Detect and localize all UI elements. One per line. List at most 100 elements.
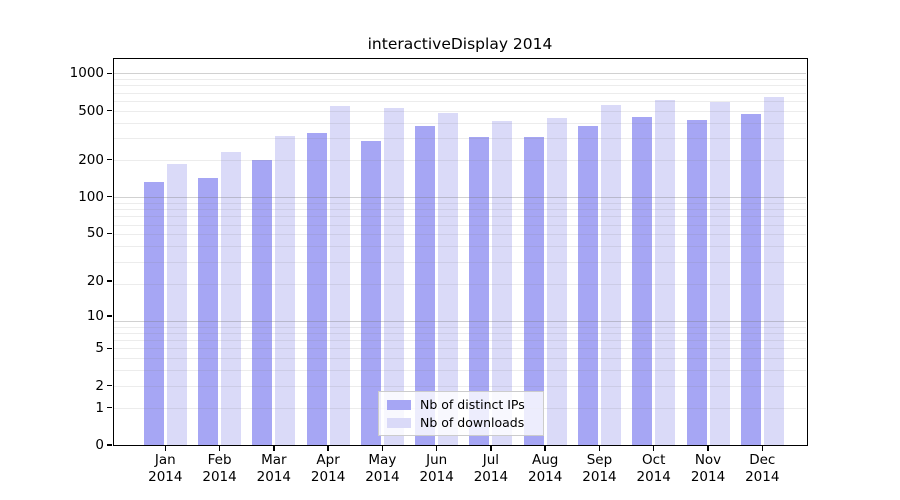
x-axis-tick-label: Nov 2014 [690,452,726,485]
x-axis-tick-label: Jun 2014 [419,452,454,485]
x-axis-tick [544,445,546,451]
gridline [114,110,806,112]
gridline [114,100,806,102]
gridline [114,216,806,218]
gridline [114,73,806,75]
gridline [114,370,806,372]
legend-item-distinct-ips: Nb of distinct IPs [387,397,535,412]
bar-downloads-jan [166,164,187,445]
gridlines-layer [114,60,806,445]
legend-item-downloads: Nb of downloads [387,415,535,430]
x-axis-tick-label: Apr 2014 [310,452,346,485]
x-axis-tick [273,445,275,451]
chart-title: interactiveDisplay 2014 [367,35,553,53]
legend-swatch-distinct-ips [387,399,411,410]
y-axis-tick-label: 1 [95,399,104,416]
x-axis-tick-label: Jul 2014 [473,452,509,485]
bar-downloads-jun [438,112,459,445]
y-axis-tick [107,384,112,387]
x-axis-tick [761,445,764,451]
y-axis-tick-label: 1000 [69,65,104,82]
y-axis-tick-label: 500 [78,102,104,119]
x-axis-tick [652,445,655,451]
y-axis-tick [107,72,112,75]
gridline [114,202,806,204]
y-axis-tick-label: 20 [86,273,104,290]
gridline [114,224,806,226]
gridline [114,246,806,248]
y-axis-tick-label: 2 [95,377,104,394]
y-axis-tick [107,280,112,282]
bar-distinct-ips-apr [306,132,327,445]
x-axis-tick [598,445,601,451]
legend-swatch-downloads [387,417,411,428]
bars-layer [114,60,806,445]
y-axis-tick-label: 50 [86,225,104,242]
x-axis-tick-label: May 2014 [365,452,400,485]
gridline [114,358,806,360]
x-axis-tick-label: Feb 2014 [202,452,237,485]
bar-distinct-ips-feb [198,178,219,445]
y-axis-tick-label: 100 [78,188,104,205]
gridline [114,92,806,94]
y-axis-tick [107,406,112,409]
gridline [114,340,806,342]
x-axis-tick-label: Dec 2014 [745,452,780,485]
bar-distinct-ips-mar [252,160,273,445]
bar-downloads-oct [655,99,676,445]
bar-distinct-ips-aug [523,137,544,445]
gridline [114,85,806,87]
x-axis-tick [490,445,492,451]
bar-downloads-mar [275,135,296,445]
bar-distinct-ips-nov [686,119,707,445]
gridline [114,234,806,236]
x-axis-tick-label: Jan 2014 [148,452,183,485]
y-axis-tick-label: 200 [78,151,104,168]
gridline [114,79,806,81]
bar-distinct-ips-sep [577,125,598,445]
x-axis-tick [218,445,221,451]
gridline [114,197,806,199]
y-axis-tick [107,195,112,198]
gridline [114,332,806,334]
bar-downloads-sep [600,105,621,445]
gridline [114,159,806,161]
bar-downloads-nov [709,102,730,445]
bar-distinct-ips-jun [415,126,436,445]
y-axis-tick-label: 0 [95,436,104,453]
legend: Nb of distinct IPs Nb of downloads [378,391,544,436]
x-axis-tick-label: Aug 2014 [528,452,563,485]
bar-downloads-feb [221,152,242,445]
bar-distinct-ips-jan [143,182,164,445]
y-axis-tick-label: 5 [95,340,104,357]
legend-label-distinct-ips: Nb of distinct IPs [420,397,525,412]
gridline [114,261,806,263]
y-axis-tick [107,315,112,317]
x-axis-tick [381,445,384,451]
gridline [114,138,806,140]
x-axis-tick-label: Mar 2014 [256,452,291,485]
gridline [114,348,806,350]
x-axis-tick [327,445,329,451]
y-axis-tick [107,444,112,446]
y-axis-tick [107,347,112,350]
gridline [114,122,806,124]
y-axis-tick-label: 10 [86,307,104,324]
bar-downloads-jul [492,121,513,445]
gridline [114,321,806,322]
bar-downloads-may [383,107,404,445]
gridline [114,385,806,387]
y-axis-tick [107,158,112,161]
y-axis-tick [107,232,112,235]
bar-distinct-ips-may [360,140,381,445]
bar-downloads-aug [546,118,567,445]
bar-distinct-ips-jul [469,136,490,445]
x-axis-tick [707,445,709,451]
bar-downloads-dec [763,97,784,445]
x-axis-tick-label: Oct 2014 [636,452,671,485]
x-axis-tick-label: Sep 2014 [582,452,617,485]
x-axis-tick [164,445,167,451]
bar-distinct-ips-dec [740,113,761,445]
bar-distinct-ips-oct [632,117,653,445]
